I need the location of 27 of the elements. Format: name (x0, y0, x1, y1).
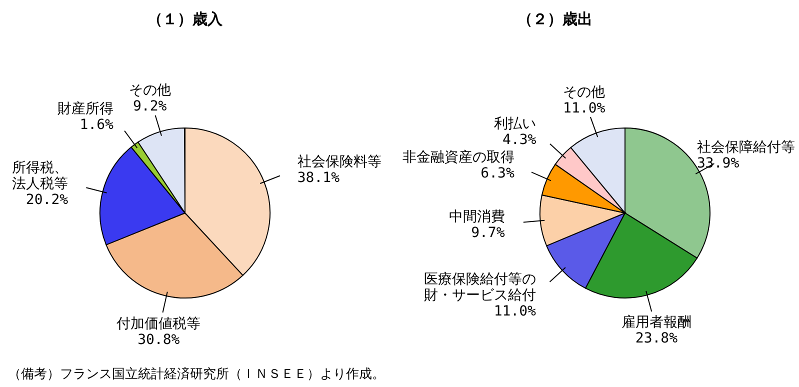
slice-label: 利払い (494, 116, 536, 132)
data-label: 9.7% (471, 224, 506, 241)
slice-label: 付加価値税等 (116, 316, 201, 332)
slice-label: その他 (128, 82, 171, 99)
data-label: 9.2% (133, 98, 168, 115)
data-label: 4.3% (502, 132, 537, 148)
slice-label: 財産所得 (57, 100, 114, 117)
data-label: 38.1% (297, 170, 340, 186)
text: （備考）フランス国立統計経済研究所（ＩＮＳＥＥ）より作成。 (8, 366, 385, 382)
data-label: 1.6% (80, 116, 114, 133)
data-label: 6.3% (480, 166, 515, 182)
slice-label: 社会保障給付等 (697, 140, 795, 156)
data-label: 20.2% (26, 192, 69, 208)
chart-title: （２）歳出 (518, 10, 592, 28)
data-label: 30.8% (138, 332, 180, 348)
legend-label: 中間消費 (448, 208, 505, 225)
data-label: 11.0% (494, 304, 537, 320)
slice-label: その他 (563, 84, 606, 100)
slice-label: 非金融資産の取得 (402, 150, 514, 166)
slice-label: 所得税、法人税等 (12, 160, 68, 192)
data-label: 11.0% (563, 100, 606, 116)
slice-label: 医療保険給付等の財・サービス給付 (424, 272, 536, 304)
slice-label: 社会保険料等 (297, 154, 382, 170)
slice-label: 雇用者報酬 (621, 314, 692, 331)
data-label: 33.9% (697, 156, 740, 172)
data-label: 23.8% (635, 330, 678, 347)
chart-title: （１）歳入 (148, 10, 224, 28)
